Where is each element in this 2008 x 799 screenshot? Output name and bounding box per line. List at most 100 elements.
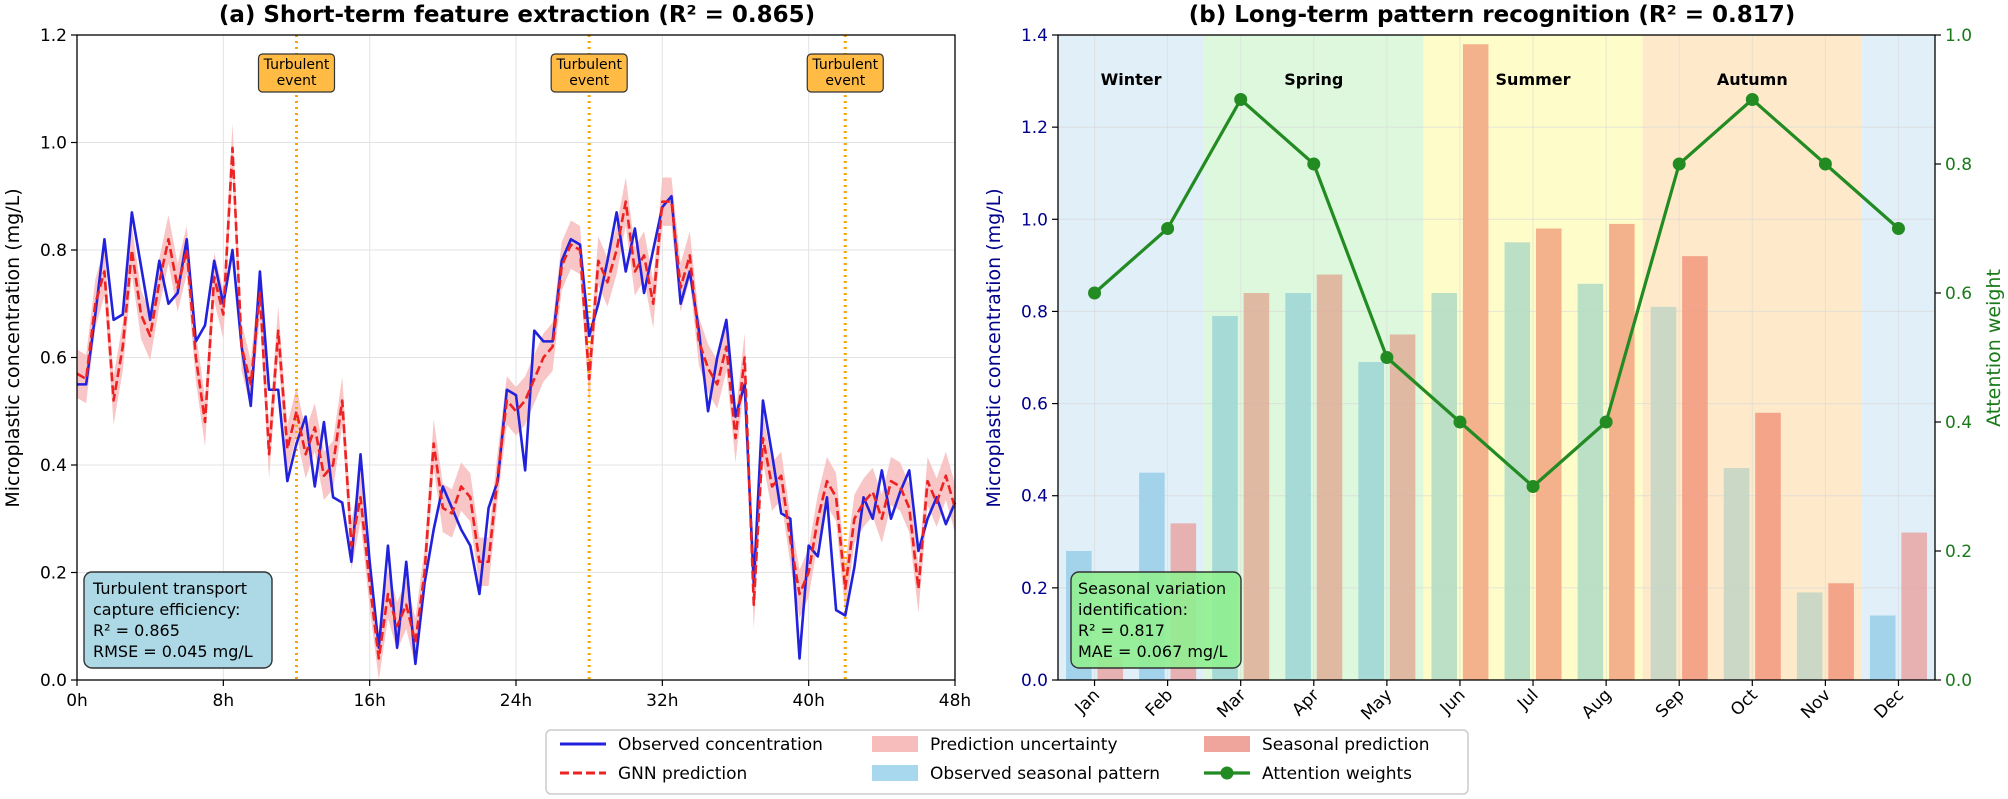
y-tick-label: 0.6: [40, 349, 67, 369]
season-label: Winter: [1101, 70, 1162, 89]
y-tick-label: 1.0: [1021, 210, 1048, 230]
season-label: Spring: [1284, 70, 1343, 89]
x-tick-label: Feb: [1142, 685, 1177, 720]
x-tick-label: Aug: [1578, 685, 1616, 723]
panel-a-y-axis-label: Microplastic concentration (mg/L): [2, 188, 24, 507]
observed-seasonal-bar: [1285, 293, 1311, 680]
legend-label: Prediction uncertainty: [930, 735, 1118, 755]
panel-a-plot-area: TurbulenteventTurbulenteventTurbulenteve…: [40, 26, 971, 711]
mae-annotation-text: identification:: [1078, 600, 1188, 619]
observed-seasonal-bar: [1504, 242, 1531, 681]
season-label: Summer: [1496, 70, 1571, 89]
legend-items: Observed concentration GNN prediction Pred…: [560, 735, 1430, 784]
seasonal-prediction-bar: [1755, 412, 1781, 680]
legend-label: Seasonal prediction: [1262, 735, 1430, 755]
seasonal-prediction-bar: [1316, 274, 1343, 680]
x-tick-label: Jan: [1071, 685, 1104, 718]
turbulent-event-label-box: [806, 53, 884, 93]
attention-weight-point: [1818, 157, 1832, 171]
attention-weight-point: [1161, 222, 1175, 235]
y-tick-label: 0.2: [1021, 579, 1048, 599]
x-tick-label: 24h: [500, 691, 532, 711]
panel-b-y-axis-label: Microplastic concentration (mg/L): [983, 188, 1005, 507]
observed-seasonal-bar: [1869, 615, 1896, 680]
panel-b-long-term: (b) Long-term pattern recognition (R² = …: [983, 2, 2005, 724]
y-tick-label: 0.6: [1021, 395, 1048, 415]
season-label: Autumn: [1717, 70, 1788, 89]
turbulent-event-label: Turbulent: [555, 57, 622, 73]
x-tick-label: 32h: [646, 691, 678, 711]
seasonal-prediction-bar: [1828, 583, 1854, 680]
legend-label: GNN prediction: [618, 764, 747, 784]
x-tick-label: 40h: [792, 691, 824, 711]
y-right-tick-label: 0.8: [1945, 155, 1972, 175]
x-tick-label: Mar: [1213, 685, 1250, 722]
x-tick-label: Sep: [1652, 685, 1689, 722]
turbulent-event-label: event: [825, 73, 865, 89]
turbulent-event-label-box: [550, 53, 628, 93]
attention-weight-point: [1380, 351, 1394, 364]
seasonal-prediction-bar: [1389, 334, 1416, 680]
x-tick-label: 8h: [213, 691, 235, 711]
turbulent-event-label: Turbulent: [811, 57, 878, 73]
panel-b-title: (b) Long-term pattern recognition (R² = …: [1189, 2, 1796, 28]
turbulent-event-label: Turbulent: [263, 57, 330, 73]
rmse-annotation-box: [83, 571, 273, 669]
panel-b-frame: [1057, 34, 1936, 681]
y-tick-label: 0.4: [40, 456, 67, 476]
x-tick-label: Apr: [1288, 685, 1323, 720]
legend-swatch-patch: [872, 736, 918, 752]
panel-a-short-term: (a) Short-term feature extraction (R² = …: [2, 2, 971, 711]
legend-label: Observed seasonal pattern: [930, 764, 1160, 784]
turbulent-event-label: event: [277, 73, 317, 89]
turbulent-event-label-box: [257, 53, 336, 93]
seasonal-prediction-bar: [1535, 228, 1562, 680]
y-tick-label: 0.8: [1021, 302, 1048, 322]
rmse-annotation-text: RMSE = 0.045 mg/L: [93, 642, 253, 661]
gnn-prediction-line: [76, 146, 957, 660]
legend-swatch-patch: [1204, 736, 1250, 752]
y-right-tick-label: 1.0: [1945, 26, 1972, 46]
y-tick-label: 0.8: [40, 241, 67, 261]
y-tick-label: 1.2: [1021, 118, 1048, 138]
observed-seasonal-bar: [1577, 283, 1604, 680]
y-tick-label: 0.0: [40, 671, 67, 691]
attention-weight-point: [1672, 157, 1686, 171]
mae-annotation-text: R² = 0.817: [1078, 621, 1165, 640]
x-tick-label: 0h: [66, 691, 88, 711]
y-right-tick-label: 0.2: [1945, 542, 1972, 562]
legend: Observed concentration GNN prediction Pred…: [545, 729, 1469, 795]
observed-seasonal-bar: [1650, 306, 1677, 680]
mae-annotation-text: MAE = 0.067 mg/L: [1078, 642, 1227, 661]
attention-weight-point: [1234, 93, 1248, 106]
x-tick-label: Dec: [1871, 685, 1908, 722]
seasonal-prediction-bar: [1901, 532, 1927, 680]
attention-weight-point: [1526, 480, 1540, 493]
y-tick-label: 0.2: [40, 564, 67, 584]
y-tick-label: 0.0: [1021, 671, 1048, 691]
x-tick-label: 16h: [353, 691, 385, 711]
rmse-annotation-text: capture efficiency:: [93, 600, 240, 619]
observed-seasonal-bar: [1796, 592, 1823, 680]
x-tick-label: Oct: [1727, 685, 1762, 720]
attention-weight-point: [1891, 222, 1905, 235]
turbulent-event-label: event: [569, 73, 609, 89]
mae-annotation-box: [1070, 571, 1242, 669]
rmse-annotation-text: R² = 0.865: [93, 621, 180, 640]
panel-a-title: (a) Short-term feature extraction (R² = …: [219, 2, 815, 28]
rmse-annotation-text: Turbulent transport: [92, 579, 247, 598]
observed-seasonal-bar: [1723, 468, 1750, 680]
seasonal-prediction-bar: [1243, 293, 1270, 680]
legend-swatch-patch: [872, 765, 918, 781]
y-tick-label: 1.4: [1021, 26, 1048, 46]
y-right-tick-label: 0.0: [1945, 671, 1972, 691]
seasonal-prediction-bar: [1462, 44, 1489, 680]
seasonal-prediction-bar: [1682, 256, 1708, 680]
y-tick-label: 0.4: [1021, 487, 1048, 507]
attention-weight-point: [1599, 415, 1613, 429]
y-right-tick-label: 0.6: [1945, 284, 1972, 304]
attention-weight-point: [1453, 415, 1467, 429]
y-tick-label: 1.2: [40, 26, 67, 46]
panel-b-plot-area: Winter Spring Summer Autumn Seasonal variati…: [1021, 26, 1972, 724]
